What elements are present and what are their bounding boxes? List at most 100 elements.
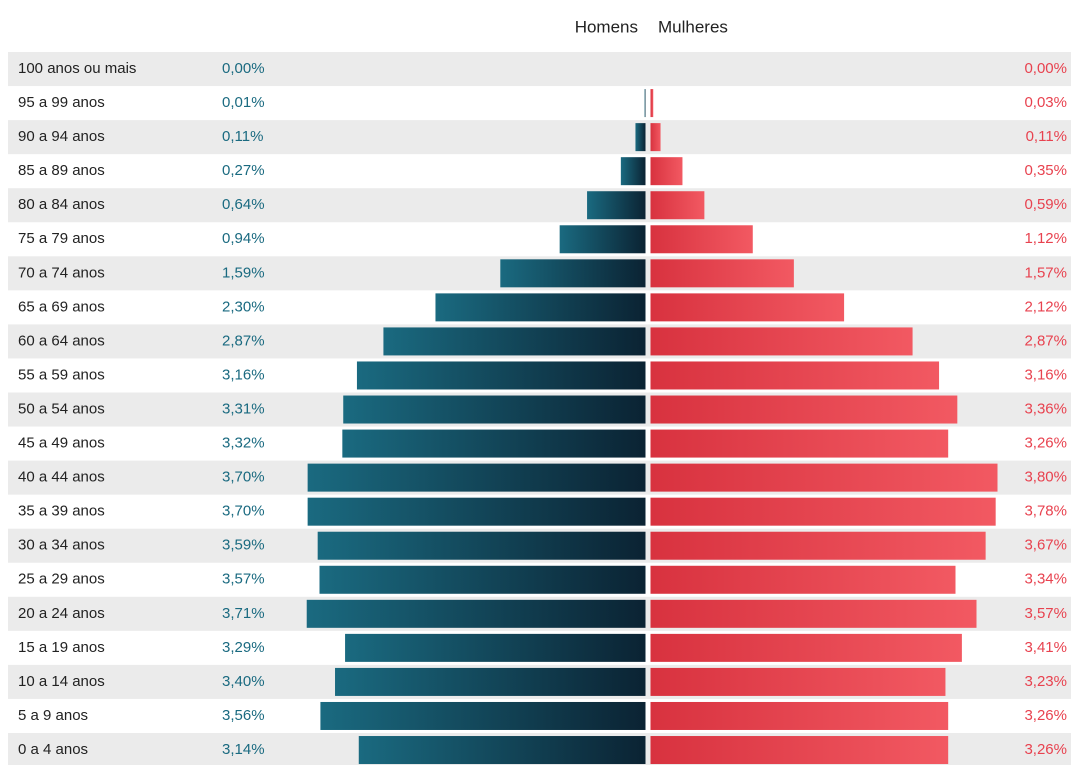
value-label-men: 0,00% bbox=[222, 60, 265, 77]
category-label: 60 a 64 anos bbox=[18, 332, 105, 349]
value-label-men: 0,94% bbox=[222, 230, 265, 247]
bar-men bbox=[435, 293, 646, 322]
category-label: 15 a 19 anos bbox=[18, 639, 105, 656]
value-label-women: 3,57% bbox=[1024, 605, 1067, 622]
value-label-women: 3,67% bbox=[1024, 537, 1067, 554]
bar-men bbox=[306, 599, 646, 628]
bar-men bbox=[317, 531, 646, 560]
bar-women bbox=[650, 395, 958, 424]
value-label-men: 0,11% bbox=[222, 128, 263, 145]
row-band bbox=[8, 52, 1071, 87]
category-label: 25 a 29 anos bbox=[18, 571, 105, 588]
bar-men bbox=[342, 429, 646, 458]
bar-women bbox=[650, 89, 654, 118]
bar-men bbox=[500, 259, 646, 288]
value-label-women: 0,11% bbox=[1026, 128, 1067, 145]
category-label: 80 a 84 anos bbox=[18, 196, 105, 213]
value-label-men: 0,01% bbox=[222, 94, 265, 111]
bar-women bbox=[650, 565, 956, 594]
value-label-men: 3,31% bbox=[222, 400, 265, 417]
bar-men bbox=[587, 191, 646, 220]
bar-women bbox=[650, 531, 986, 560]
value-label-women: 2,87% bbox=[1024, 332, 1067, 349]
bar-men bbox=[620, 157, 646, 186]
value-label-men: 3,14% bbox=[222, 741, 265, 758]
bar-men bbox=[559, 225, 646, 254]
category-label: 20 a 24 anos bbox=[18, 605, 105, 622]
bar-men bbox=[383, 327, 646, 356]
value-label-men: 3,70% bbox=[222, 503, 265, 520]
category-label: 10 a 14 anos bbox=[18, 673, 105, 690]
value-label-men: 3,16% bbox=[222, 366, 265, 383]
category-label: 0 a 4 anos bbox=[18, 741, 88, 758]
category-label: 45 a 49 anos bbox=[18, 435, 105, 452]
bar-women bbox=[650, 429, 949, 458]
bar-men bbox=[356, 361, 646, 390]
value-label-men: 3,70% bbox=[222, 469, 265, 486]
row-band bbox=[8, 120, 1071, 155]
category-label: 95 a 99 anos bbox=[18, 94, 105, 111]
value-label-men: 3,40% bbox=[222, 673, 265, 690]
legend-men: Homens bbox=[575, 17, 638, 36]
legend-women: Mulheres bbox=[658, 17, 728, 36]
bar-women bbox=[650, 225, 753, 254]
bar-women bbox=[650, 123, 661, 152]
value-label-women: 3,16% bbox=[1024, 366, 1067, 383]
value-label-men: 3,71% bbox=[222, 605, 265, 622]
value-label-women: 0,59% bbox=[1024, 196, 1067, 213]
bar-women bbox=[650, 293, 845, 322]
value-label-women: 3,80% bbox=[1024, 469, 1067, 486]
bar-women bbox=[650, 157, 683, 186]
bar-men bbox=[358, 736, 646, 765]
value-label-women: 3,41% bbox=[1024, 639, 1067, 656]
value-label-women: 1,57% bbox=[1024, 264, 1067, 281]
category-label: 85 a 89 anos bbox=[18, 162, 105, 179]
category-label: 50 a 54 anos bbox=[18, 400, 105, 417]
value-label-women: 0,03% bbox=[1024, 94, 1067, 111]
value-label-men: 1,59% bbox=[222, 264, 265, 281]
bar-men bbox=[644, 89, 646, 118]
category-label: 100 anos ou mais bbox=[18, 60, 136, 77]
value-label-men: 3,29% bbox=[222, 639, 265, 656]
bar-men bbox=[319, 565, 646, 594]
category-label: 65 a 69 anos bbox=[18, 298, 105, 315]
bar-women bbox=[650, 463, 998, 492]
category-label: 35 a 39 anos bbox=[18, 503, 105, 520]
category-label: 90 a 94 anos bbox=[18, 128, 105, 145]
bar-women bbox=[650, 633, 962, 662]
bar-men bbox=[345, 633, 646, 662]
bar-women bbox=[650, 736, 949, 765]
value-label-women: 2,12% bbox=[1024, 298, 1067, 315]
value-label-men: 3,32% bbox=[222, 435, 265, 452]
value-label-women: 3,78% bbox=[1024, 503, 1067, 520]
value-label-men: 3,56% bbox=[222, 707, 265, 724]
row-band bbox=[8, 188, 1071, 223]
category-label: 55 a 59 anos bbox=[18, 366, 105, 383]
bar-women bbox=[650, 191, 705, 220]
value-label-men: 0,27% bbox=[222, 162, 265, 179]
value-label-women: 3,26% bbox=[1024, 741, 1067, 758]
value-label-men: 2,30% bbox=[222, 298, 265, 315]
category-label: 75 a 79 anos bbox=[18, 230, 105, 247]
value-label-men: 3,59% bbox=[222, 537, 265, 554]
bar-men bbox=[307, 497, 646, 526]
bar-men bbox=[343, 395, 646, 424]
value-label-men: 2,87% bbox=[222, 332, 265, 349]
bar-men bbox=[320, 701, 646, 730]
bar-women bbox=[650, 361, 940, 390]
value-label-women: 1,12% bbox=[1024, 230, 1067, 247]
category-label: 40 a 44 anos bbox=[18, 469, 105, 486]
category-label: 70 a 74 anos bbox=[18, 264, 105, 281]
bar-women bbox=[650, 497, 996, 526]
bar-men bbox=[335, 667, 646, 696]
value-label-women: 3,26% bbox=[1024, 707, 1067, 724]
value-label-women: 3,23% bbox=[1024, 673, 1067, 690]
category-label: 5 a 9 anos bbox=[18, 707, 88, 724]
bar-women bbox=[650, 599, 977, 628]
bar-women bbox=[650, 667, 946, 696]
value-label-men: 0,64% bbox=[222, 196, 265, 213]
value-label-women: 0,00% bbox=[1024, 60, 1067, 77]
bar-women bbox=[650, 701, 949, 730]
bar-women bbox=[650, 259, 794, 288]
